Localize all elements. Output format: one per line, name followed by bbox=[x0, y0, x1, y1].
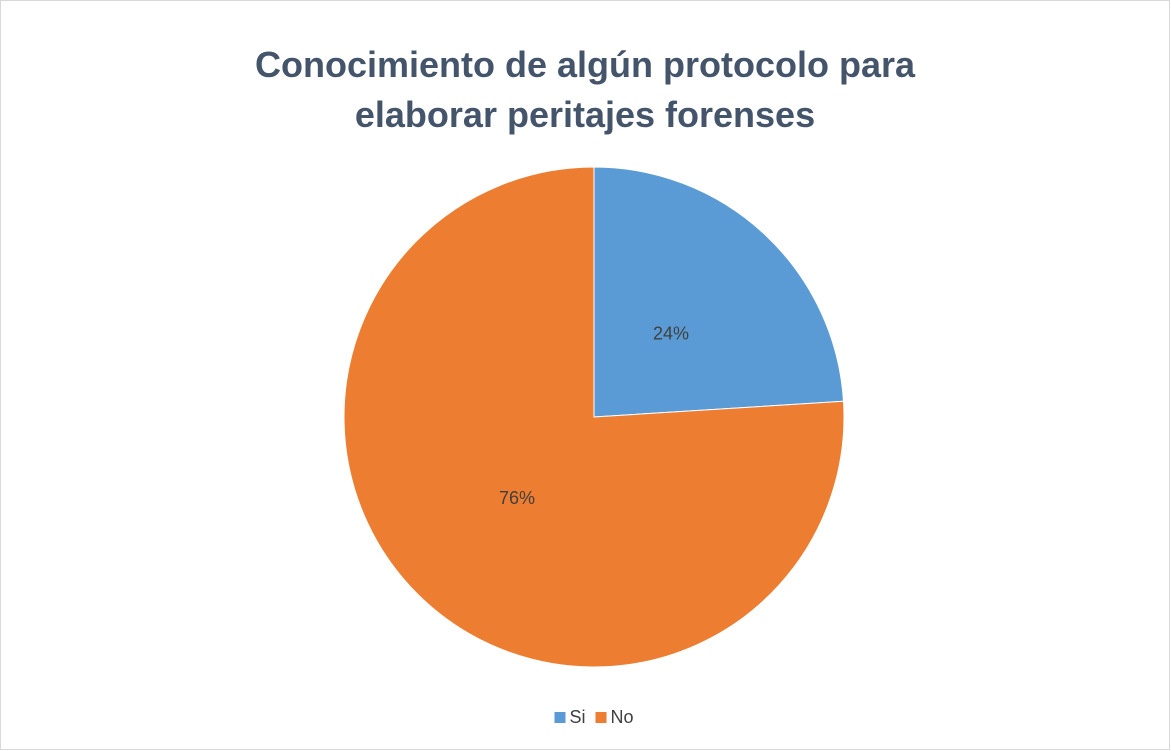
legend-label: No bbox=[611, 707, 634, 727]
legend-swatch bbox=[554, 712, 566, 723]
legend-label: Si bbox=[569, 707, 585, 727]
data-label: 24% bbox=[653, 324, 689, 344]
legend-swatch bbox=[595, 712, 607, 723]
chart-title: Conocimiento de algún protocolo para ela… bbox=[254, 44, 916, 135]
pie-slice bbox=[343, 166, 845, 668]
pie-slice bbox=[593, 166, 845, 418]
data-label: 76% bbox=[499, 488, 535, 508]
